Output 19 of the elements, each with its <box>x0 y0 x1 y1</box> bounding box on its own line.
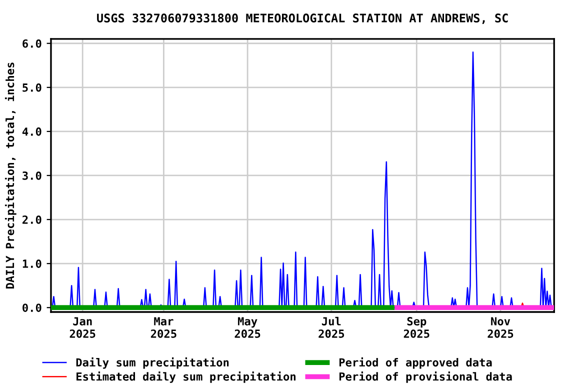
x-tick-label: Mar 2025 <box>150 317 176 338</box>
legend-label: Daily sum precipitation <box>76 357 229 369</box>
chart-title: USGS 332706079331800 METEOROLOGICAL STATION AT ANDREWS, SC <box>97 14 508 24</box>
y-tick-label: 1.0 <box>22 260 42 268</box>
y-axis-title: DAILY Precipitation, total, inches <box>4 62 16 288</box>
x-tick-label: Nov 2025 <box>488 317 514 338</box>
y-tick-label: 4.0 <box>22 127 42 136</box>
x-tick-label: Jan 2025 <box>70 317 96 338</box>
y-tick-label: 5.0 <box>22 83 42 92</box>
y-tick-label: 3.0 <box>22 171 42 180</box>
x-tick-label: Jul 2025 <box>318 316 344 338</box>
legend-label: Estimated daily sum precipitation <box>76 372 296 383</box>
x-tick-label: Sep 2025 <box>404 317 430 338</box>
legend-label: Period of provisional data <box>339 372 512 383</box>
legend-label: Period of approved data <box>339 357 492 369</box>
x-tick-label: May 2025 <box>234 317 260 338</box>
y-tick-label: 0.0 <box>22 304 42 312</box>
y-tick-label: 6.0 <box>22 39 42 48</box>
y-tick-label: 2.0 <box>22 216 42 224</box>
